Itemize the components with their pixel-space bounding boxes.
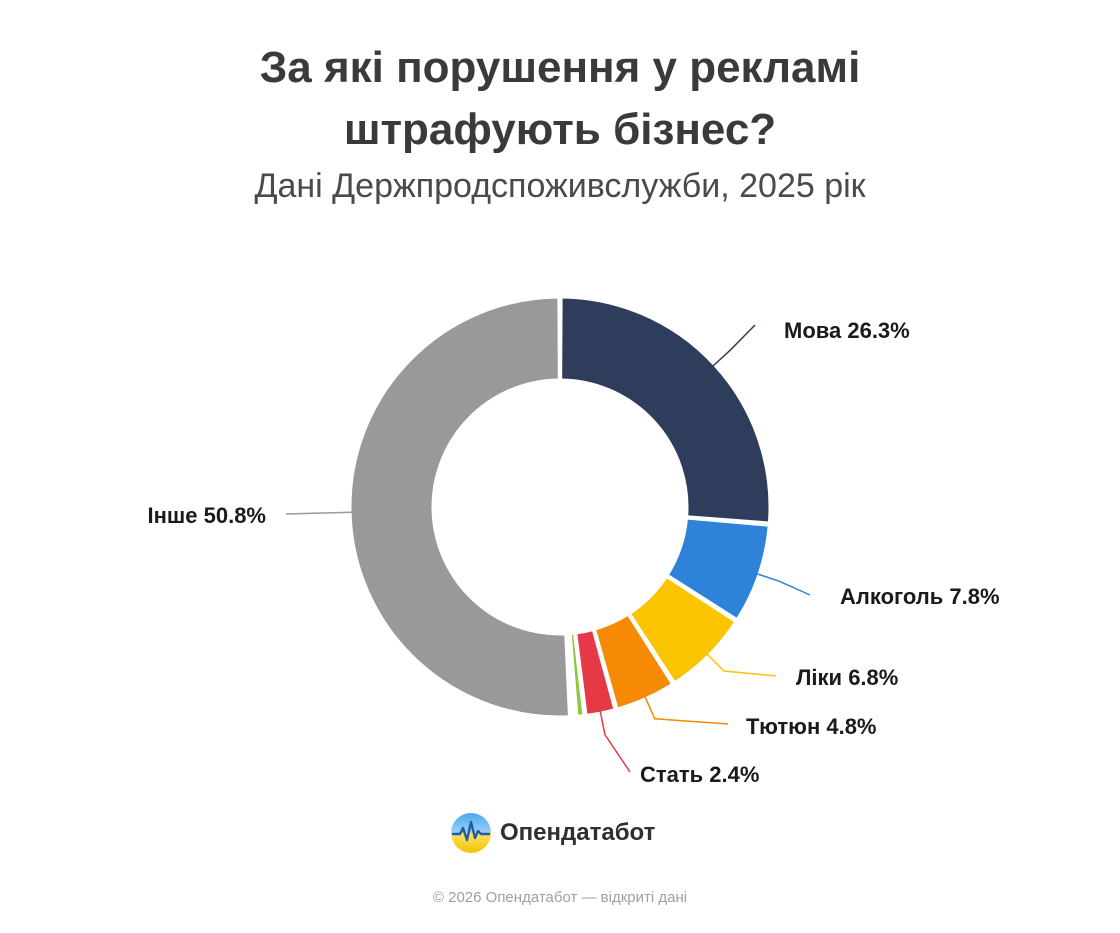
donut-slice-Тютюн [593,612,675,711]
footer-copyright: © 2026 Опендатабот — відкриті дані [432,889,688,906]
donut-slice-Мова [559,295,772,525]
leader-line-Тютюн [641,691,729,725]
leader-line-Алкоголь [751,571,811,596]
chart-title-line-1: За які порушення у рекламі [259,43,861,92]
donut-slice-Інше [348,295,571,719]
slice-label-Тютюн: Тютюн 4.8% [746,714,877,739]
slice-label-Ліки: Ліки 6.8% [796,665,898,690]
leader-line-Ліки [702,649,777,677]
slice-label-Алкоголь: Алкоголь 7.8% [840,584,1000,609]
slice-label-Стать: Стать 2.4% [640,762,759,787]
brand-logo-icon [451,813,491,853]
slice-label-Мова: Мова 26.3% [784,318,910,343]
chart-subtitle: Дані Держпродспоживслужби, 2025 рік [254,167,866,205]
chart-title-line-2: штрафують бізнес? [343,105,777,154]
brand-logo: Опендатабот [450,810,655,856]
brand-name: Опендатабот [500,819,656,846]
leader-line-Інше [285,511,359,515]
leader-line-Стать [598,705,631,773]
donut-slice-Алкоголь [665,516,771,622]
donut-slice-Ліки [627,574,738,685]
leader-line-Мова [708,324,756,371]
slice-label-Інше: Інше 50.8% [148,503,266,528]
